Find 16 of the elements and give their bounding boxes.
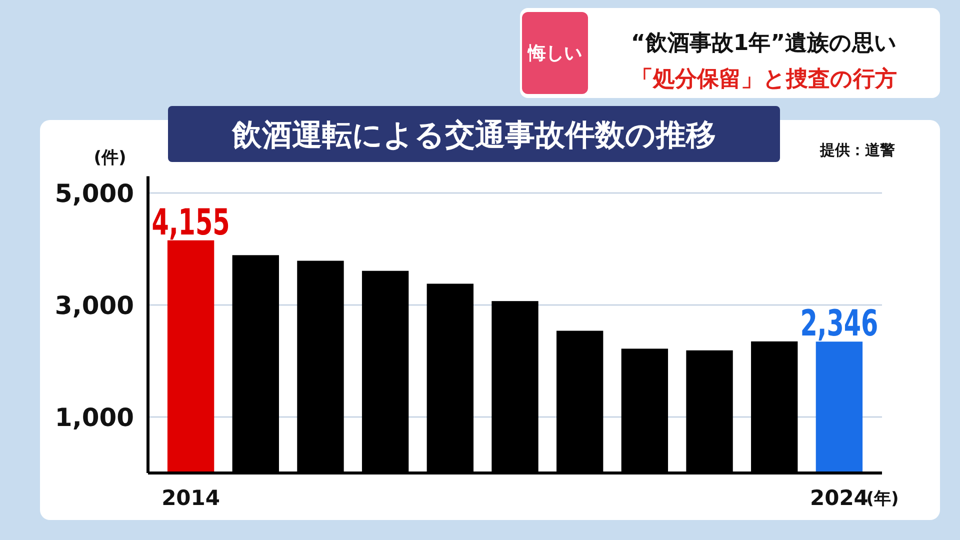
text: 悔しい	[527, 43, 582, 64]
y-tick-label: 5,000	[54, 179, 134, 208]
text: “飲酒事故1年”遺族の思い	[630, 31, 898, 56]
y-tick-label: 3,000	[54, 291, 134, 320]
y-axis-title: (件)	[94, 148, 126, 168]
text: 「処分保留」と捜査の行方	[631, 66, 897, 92]
bar	[816, 342, 863, 473]
y-tick-label: 1,000	[54, 403, 134, 432]
data-label: 4,155	[152, 202, 266, 244]
x-tick-label: 2024	[810, 486, 868, 510]
text: 提供：道警	[819, 141, 895, 159]
x-tick-label: 2014	[162, 486, 220, 510]
chart-title: 飲酒運転による交通事故件数の推移	[231, 118, 716, 153]
x-axis-title: (年)	[866, 489, 899, 509]
bar	[167, 240, 214, 473]
data-label: 2,346	[800, 304, 914, 345]
